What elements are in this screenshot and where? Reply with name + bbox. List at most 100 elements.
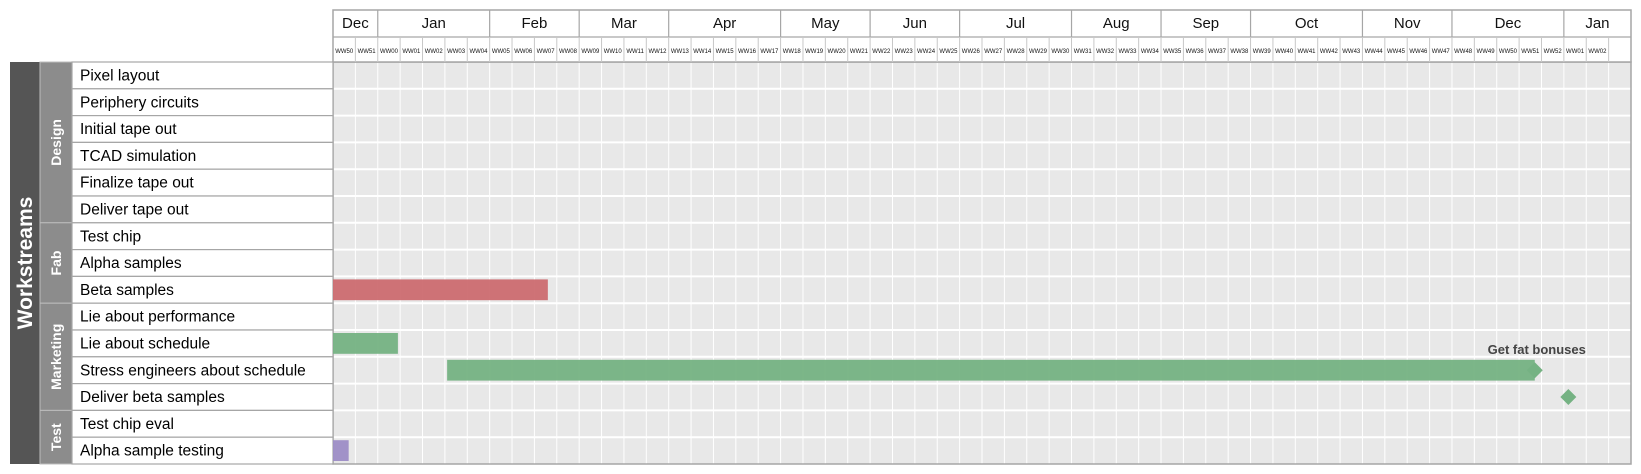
week-label: WW20	[828, 49, 847, 55]
week-label: WW19	[805, 49, 824, 55]
task-label: Beta samples	[80, 282, 174, 299]
week-label: WW36	[1186, 49, 1205, 55]
week-label: WW49	[1477, 49, 1496, 55]
week-label: WW34	[1141, 49, 1160, 55]
task-label: TCAD simulation	[80, 148, 196, 165]
week-label: WW43	[1342, 49, 1361, 55]
week-label: WW51	[1521, 49, 1540, 55]
week-label: WW01	[402, 49, 421, 55]
group-label: Fab	[48, 251, 64, 276]
task-label: Test chip	[80, 228, 141, 245]
week-label: WW32	[1096, 49, 1115, 55]
task-label: Alpha sample testing	[80, 443, 224, 460]
week-label: WW13	[671, 49, 690, 55]
month-label: Dec	[1495, 15, 1522, 32]
week-label: WW50	[1499, 49, 1518, 55]
week-label: WW07	[537, 49, 556, 55]
week-label: WW11	[626, 49, 644, 55]
week-label: WW33	[1118, 49, 1137, 55]
task-label: Finalize tape out	[80, 175, 194, 192]
week-label: WW29	[1029, 49, 1048, 55]
task-label: Pixel layout	[80, 68, 160, 85]
week-label: WW10	[604, 49, 623, 55]
task-label: Periphery circuits	[80, 94, 199, 111]
task-label-cell	[71, 275, 334, 304]
task-label: Test chip eval	[80, 416, 174, 433]
task-label-cell	[71, 436, 334, 465]
month-label: Mar	[611, 15, 637, 32]
week-label: WW12	[649, 49, 668, 55]
week-label: WW38	[1230, 49, 1249, 55]
week-label: WW52	[1544, 49, 1563, 55]
week-label: WW14	[693, 49, 712, 55]
group-label: Marketing	[48, 324, 64, 390]
group-band	[39, 302, 73, 411]
task-label-cell	[71, 61, 334, 90]
week-label: WW02	[425, 49, 444, 55]
section-title: Workstreams	[14, 197, 37, 330]
task-bar	[333, 279, 548, 301]
month-label: Nov	[1394, 15, 1421, 32]
week-label: WW41	[1298, 49, 1317, 55]
milestone-label: Get fat bonuses	[1488, 342, 1586, 357]
week-label: WW23	[895, 49, 914, 55]
week-label: WW47	[1432, 49, 1451, 55]
task-label-cell	[71, 114, 334, 143]
week-label: WW09	[581, 49, 600, 55]
week-label: WW03	[447, 49, 466, 55]
month-label: Dec	[342, 15, 369, 32]
week-label: WW48	[1454, 49, 1473, 55]
week-label: WW42	[1320, 49, 1339, 55]
week-label: WW18	[783, 49, 802, 55]
week-label: WW51	[358, 49, 377, 55]
week-label: WW22	[872, 49, 891, 55]
group-label: Design	[48, 119, 64, 166]
week-label: WW00	[380, 49, 399, 55]
week-label: WW44	[1365, 49, 1384, 55]
week-label: WW27	[984, 49, 1003, 55]
week-label: WW26	[962, 49, 981, 55]
week-label: WW16	[738, 49, 757, 55]
week-label: WW31	[1074, 49, 1093, 55]
month-label: Oct	[1295, 15, 1319, 32]
month-label: May	[811, 15, 840, 32]
group-label: Test	[48, 423, 64, 451]
month-label: Jun	[903, 15, 927, 32]
week-label: WW17	[760, 49, 779, 55]
task-label-cell	[71, 88, 334, 117]
week-label: WW37	[1208, 49, 1227, 55]
month-label: Aug	[1103, 15, 1130, 32]
week-label: WW30	[1051, 49, 1070, 55]
week-label: WW02	[1588, 49, 1607, 55]
week-label: WW46	[1409, 49, 1428, 55]
week-label: WW45	[1387, 49, 1406, 55]
task-label-cell	[71, 329, 334, 358]
week-label: WW50	[335, 49, 354, 55]
task-label-cell	[71, 409, 334, 438]
task-label-cell	[71, 249, 334, 278]
task-label: Deliver tape out	[80, 202, 189, 219]
task-label-cell	[71, 222, 334, 251]
week-label: WW39	[1253, 49, 1272, 55]
month-label: Apr	[713, 15, 736, 32]
week-label: WW15	[716, 49, 735, 55]
week-label: WW40	[1275, 49, 1294, 55]
week-label: WW35	[1163, 49, 1182, 55]
week-label: WW05	[492, 49, 511, 55]
week-label: WW24	[917, 49, 936, 55]
milestone-marker	[1560, 389, 1577, 405]
section-bar	[10, 62, 40, 464]
week-label: WW06	[514, 49, 533, 55]
group-band	[39, 409, 73, 465]
month-label: Jan	[1585, 15, 1609, 32]
task-label: Initial tape out	[80, 121, 177, 138]
month-label: Jul	[1006, 15, 1025, 32]
month-label: Sep	[1192, 15, 1219, 32]
week-label: WW21	[850, 49, 869, 55]
month-label: Jan	[422, 15, 446, 32]
week-label: WW28	[1007, 49, 1026, 55]
task-label-cell	[71, 168, 334, 197]
task-label-cell	[71, 356, 334, 385]
task-bar	[447, 359, 1535, 381]
task-label: Lie about performance	[80, 309, 235, 326]
